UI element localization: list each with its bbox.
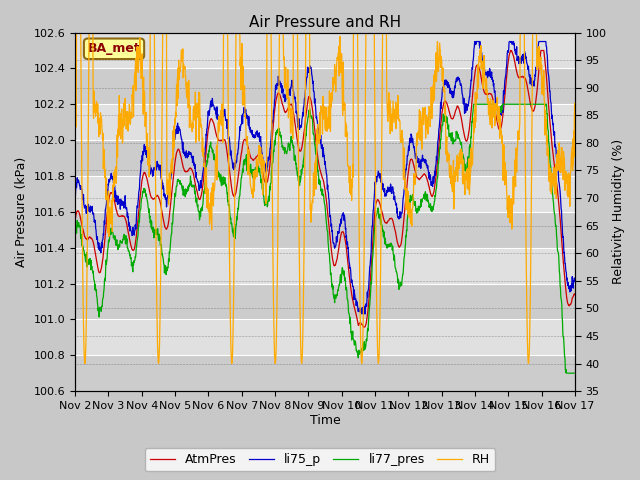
li77_pres	[470, 101, 477, 107]
RH	[468, 159, 476, 165]
AtmPres	[403, 187, 410, 192]
li77_pres	[239, 170, 246, 176]
Bar	[75, 140, 575, 176]
li75_p	[182, 148, 190, 154]
RH	[513, 153, 520, 159]
Y-axis label: Air Pressure (kPa): Air Pressure (kPa)	[15, 156, 28, 267]
Bar	[75, 284, 575, 319]
RH	[171, 116, 179, 122]
li75_p	[360, 312, 367, 317]
Title: Air Pressure and RH: Air Pressure and RH	[249, 15, 401, 30]
Line: RH: RH	[75, 33, 575, 363]
li77_pres	[571, 370, 579, 376]
AtmPres	[182, 169, 190, 175]
li77_pres	[170, 202, 178, 208]
RH	[71, 117, 79, 123]
Line: li77_pres: li77_pres	[75, 104, 575, 373]
AtmPres	[239, 144, 246, 150]
li75_p	[239, 112, 246, 118]
Line: AtmPres: AtmPres	[75, 50, 575, 327]
X-axis label: Time: Time	[310, 414, 340, 427]
AtmPres	[513, 67, 520, 73]
li77_pres	[403, 234, 410, 240]
li77_pres	[512, 101, 520, 107]
AtmPres	[170, 166, 178, 172]
RH	[239, 63, 247, 69]
li77_pres	[182, 191, 190, 197]
li75_p	[403, 162, 410, 168]
Bar	[75, 355, 575, 391]
li75_p	[571, 279, 579, 285]
AtmPres	[468, 100, 476, 106]
li75_p	[513, 51, 520, 57]
AtmPres	[360, 324, 367, 330]
li75_p	[471, 38, 479, 44]
AtmPres	[571, 292, 579, 298]
li75_p	[170, 140, 178, 145]
li75_p	[468, 68, 476, 73]
li75_p	[71, 196, 79, 202]
Bar	[75, 69, 575, 104]
Y-axis label: Relativity Humidity (%): Relativity Humidity (%)	[612, 139, 625, 284]
Text: BA_met: BA_met	[88, 42, 140, 55]
Bar	[75, 212, 575, 248]
RH	[73, 30, 81, 36]
Line: li75_p: li75_p	[75, 41, 575, 314]
AtmPres	[507, 48, 515, 53]
RH	[571, 115, 579, 120]
li77_pres	[563, 370, 570, 376]
li77_pres	[468, 127, 476, 133]
li77_pres	[71, 224, 79, 229]
AtmPres	[71, 217, 79, 223]
RH	[403, 186, 411, 192]
RH	[183, 79, 191, 85]
RH	[81, 360, 89, 366]
Legend: AtmPres, li75_p, li77_pres, RH: AtmPres, li75_p, li77_pres, RH	[145, 448, 495, 471]
